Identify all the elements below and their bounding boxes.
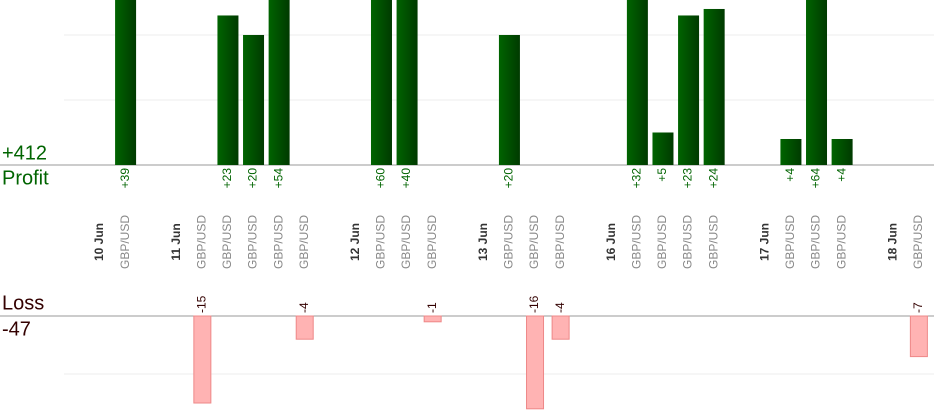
loss-total: -47: [2, 318, 31, 340]
date-label: 10 Jun: [92, 223, 106, 261]
loss-label: -7: [911, 302, 925, 313]
profit-label: +54: [271, 168, 285, 189]
symbol-label: GBP/USD: [681, 215, 695, 269]
date-label: 12 Jun: [348, 223, 362, 261]
symbol-label: GBP/USD: [655, 215, 669, 269]
symbol-label: GBP/USD: [834, 215, 848, 269]
profit-bar: [678, 15, 700, 166]
loss-bar: [526, 315, 545, 410]
loss-label: -4: [297, 302, 311, 313]
symbol-label: GBP/USD: [706, 215, 720, 269]
profit-bar: [703, 8, 725, 165]
symbol-label: GBP/USD: [374, 215, 388, 269]
symbol-label: GBP/USD: [527, 215, 541, 269]
date-label: 13 Jun: [476, 223, 490, 261]
profit-bar: [831, 138, 853, 165]
symbol-label: GBP/USD: [297, 215, 311, 269]
profit-bar: [626, 0, 648, 165]
loss-bar: [909, 315, 928, 358]
loss-label: -1: [425, 302, 439, 313]
date-label: 16 Jun: [604, 223, 618, 261]
profit-label: +20: [502, 168, 516, 189]
profit-bar: [370, 0, 392, 165]
symbol-label: GBP/USD: [118, 215, 132, 269]
symbol-label: GBP/USD: [271, 215, 285, 269]
profit-label: +20: [246, 168, 260, 189]
profit-label: +40: [399, 168, 413, 189]
profit-label: +4: [783, 168, 797, 182]
profit-label: +39: [118, 168, 132, 189]
profit-label: +23: [220, 168, 234, 189]
profit-bar: [396, 0, 418, 165]
profit-bar: [115, 0, 137, 165]
profit-bar: [217, 15, 239, 166]
symbol-label: GBP/USD: [502, 215, 516, 269]
profit-bar: [243, 34, 265, 165]
symbol-label: GBP/USD: [220, 215, 234, 269]
legend-label: Profit: [2, 167, 49, 189]
profit-label: +5: [655, 168, 669, 182]
profit-label: +4: [834, 168, 848, 182]
profit-bar: [498, 34, 520, 165]
loss-label: -15: [195, 295, 209, 313]
legend-label: Loss: [2, 292, 44, 314]
symbol-label: GBP/USD: [553, 215, 567, 269]
profit-bar: [806, 0, 828, 165]
symbol-label: GBP/USD: [911, 215, 925, 269]
date-label: 17 Jun: [758, 223, 772, 261]
symbol-label: GBP/USD: [399, 215, 413, 269]
symbol-label: GBP/USD: [630, 215, 644, 269]
loss-label: -4: [553, 302, 567, 313]
profit-label: +60: [374, 168, 388, 189]
symbol-label: GBP/USD: [246, 215, 260, 269]
profit-label: +64: [809, 168, 823, 189]
symbol-label: GBP/USD: [425, 215, 439, 269]
profit-label: +32: [630, 168, 644, 189]
loss-bar: [551, 315, 570, 340]
profit-total: +412: [2, 142, 47, 164]
date-label: 11 Jun: [169, 223, 183, 260]
profit-label: +24: [706, 168, 720, 189]
profit-bar: [780, 138, 802, 165]
symbol-label: GBP/USD: [783, 215, 797, 269]
loss-bar: [193, 315, 212, 404]
profit-bar: [652, 132, 674, 165]
profit-label: +23: [681, 168, 695, 189]
date-label: 18 Jun: [885, 223, 899, 261]
loss-bar: [423, 315, 442, 323]
profit-bar: [268, 0, 290, 166]
loss-bar: [295, 315, 314, 340]
symbol-label: GBP/USD: [809, 215, 823, 269]
loss-label: -16: [527, 295, 541, 313]
symbol-label: GBP/USD: [195, 215, 209, 269]
